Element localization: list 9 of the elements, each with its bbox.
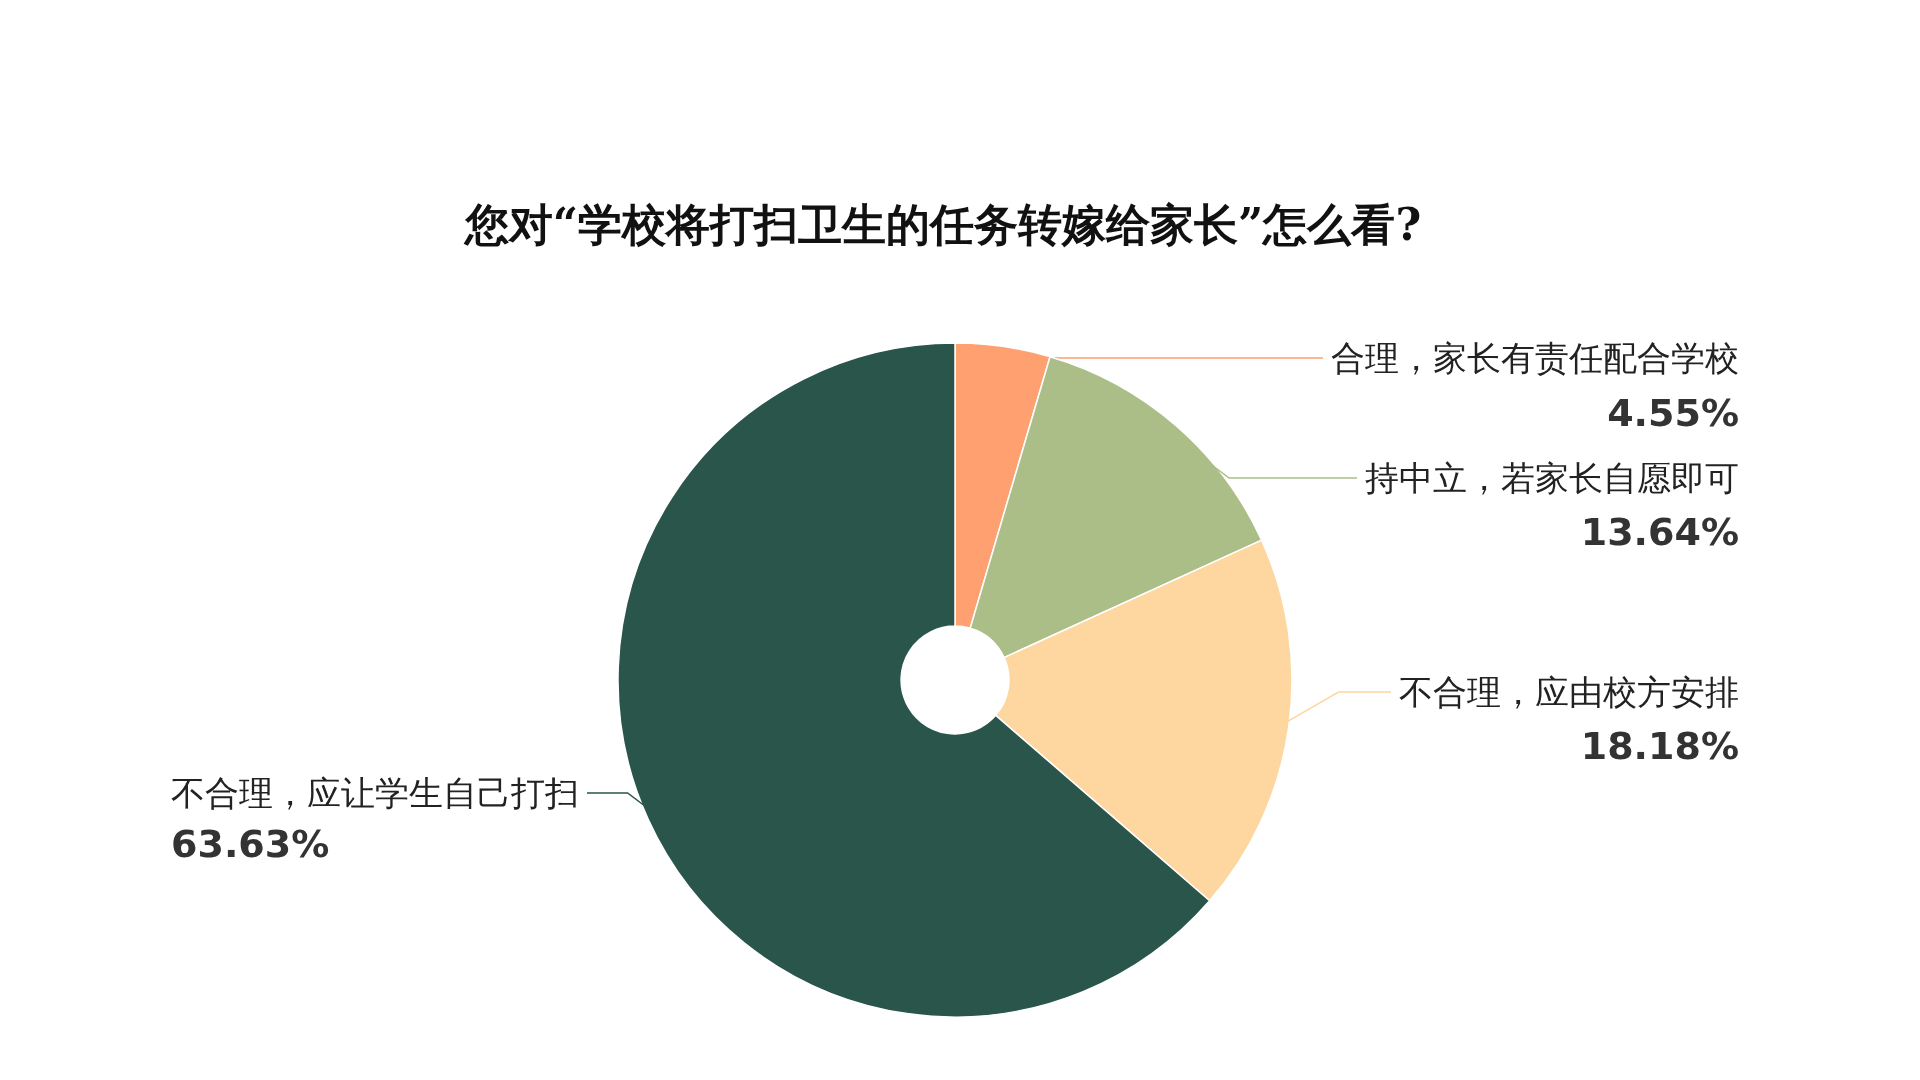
slice-label: 不合理，应由校方安排 (1399, 672, 1739, 712)
data-label: 13.64% (1580, 510, 1739, 554)
slice-label: 不合理，应让学生自己打扫 (171, 773, 579, 813)
slice-label: 持中立，若家长自愿即可 (1365, 458, 1739, 498)
chart-title: 您对“学校将打扫卫生的任务转嫁给家长”怎么看? (462, 199, 1422, 250)
data-label: 63.63% (171, 822, 330, 866)
data-label: 18.18% (1580, 724, 1739, 768)
data-label: 4.55% (1607, 391, 1739, 435)
slice-label: 合理，家长有责任配合学校 (1331, 338, 1739, 378)
